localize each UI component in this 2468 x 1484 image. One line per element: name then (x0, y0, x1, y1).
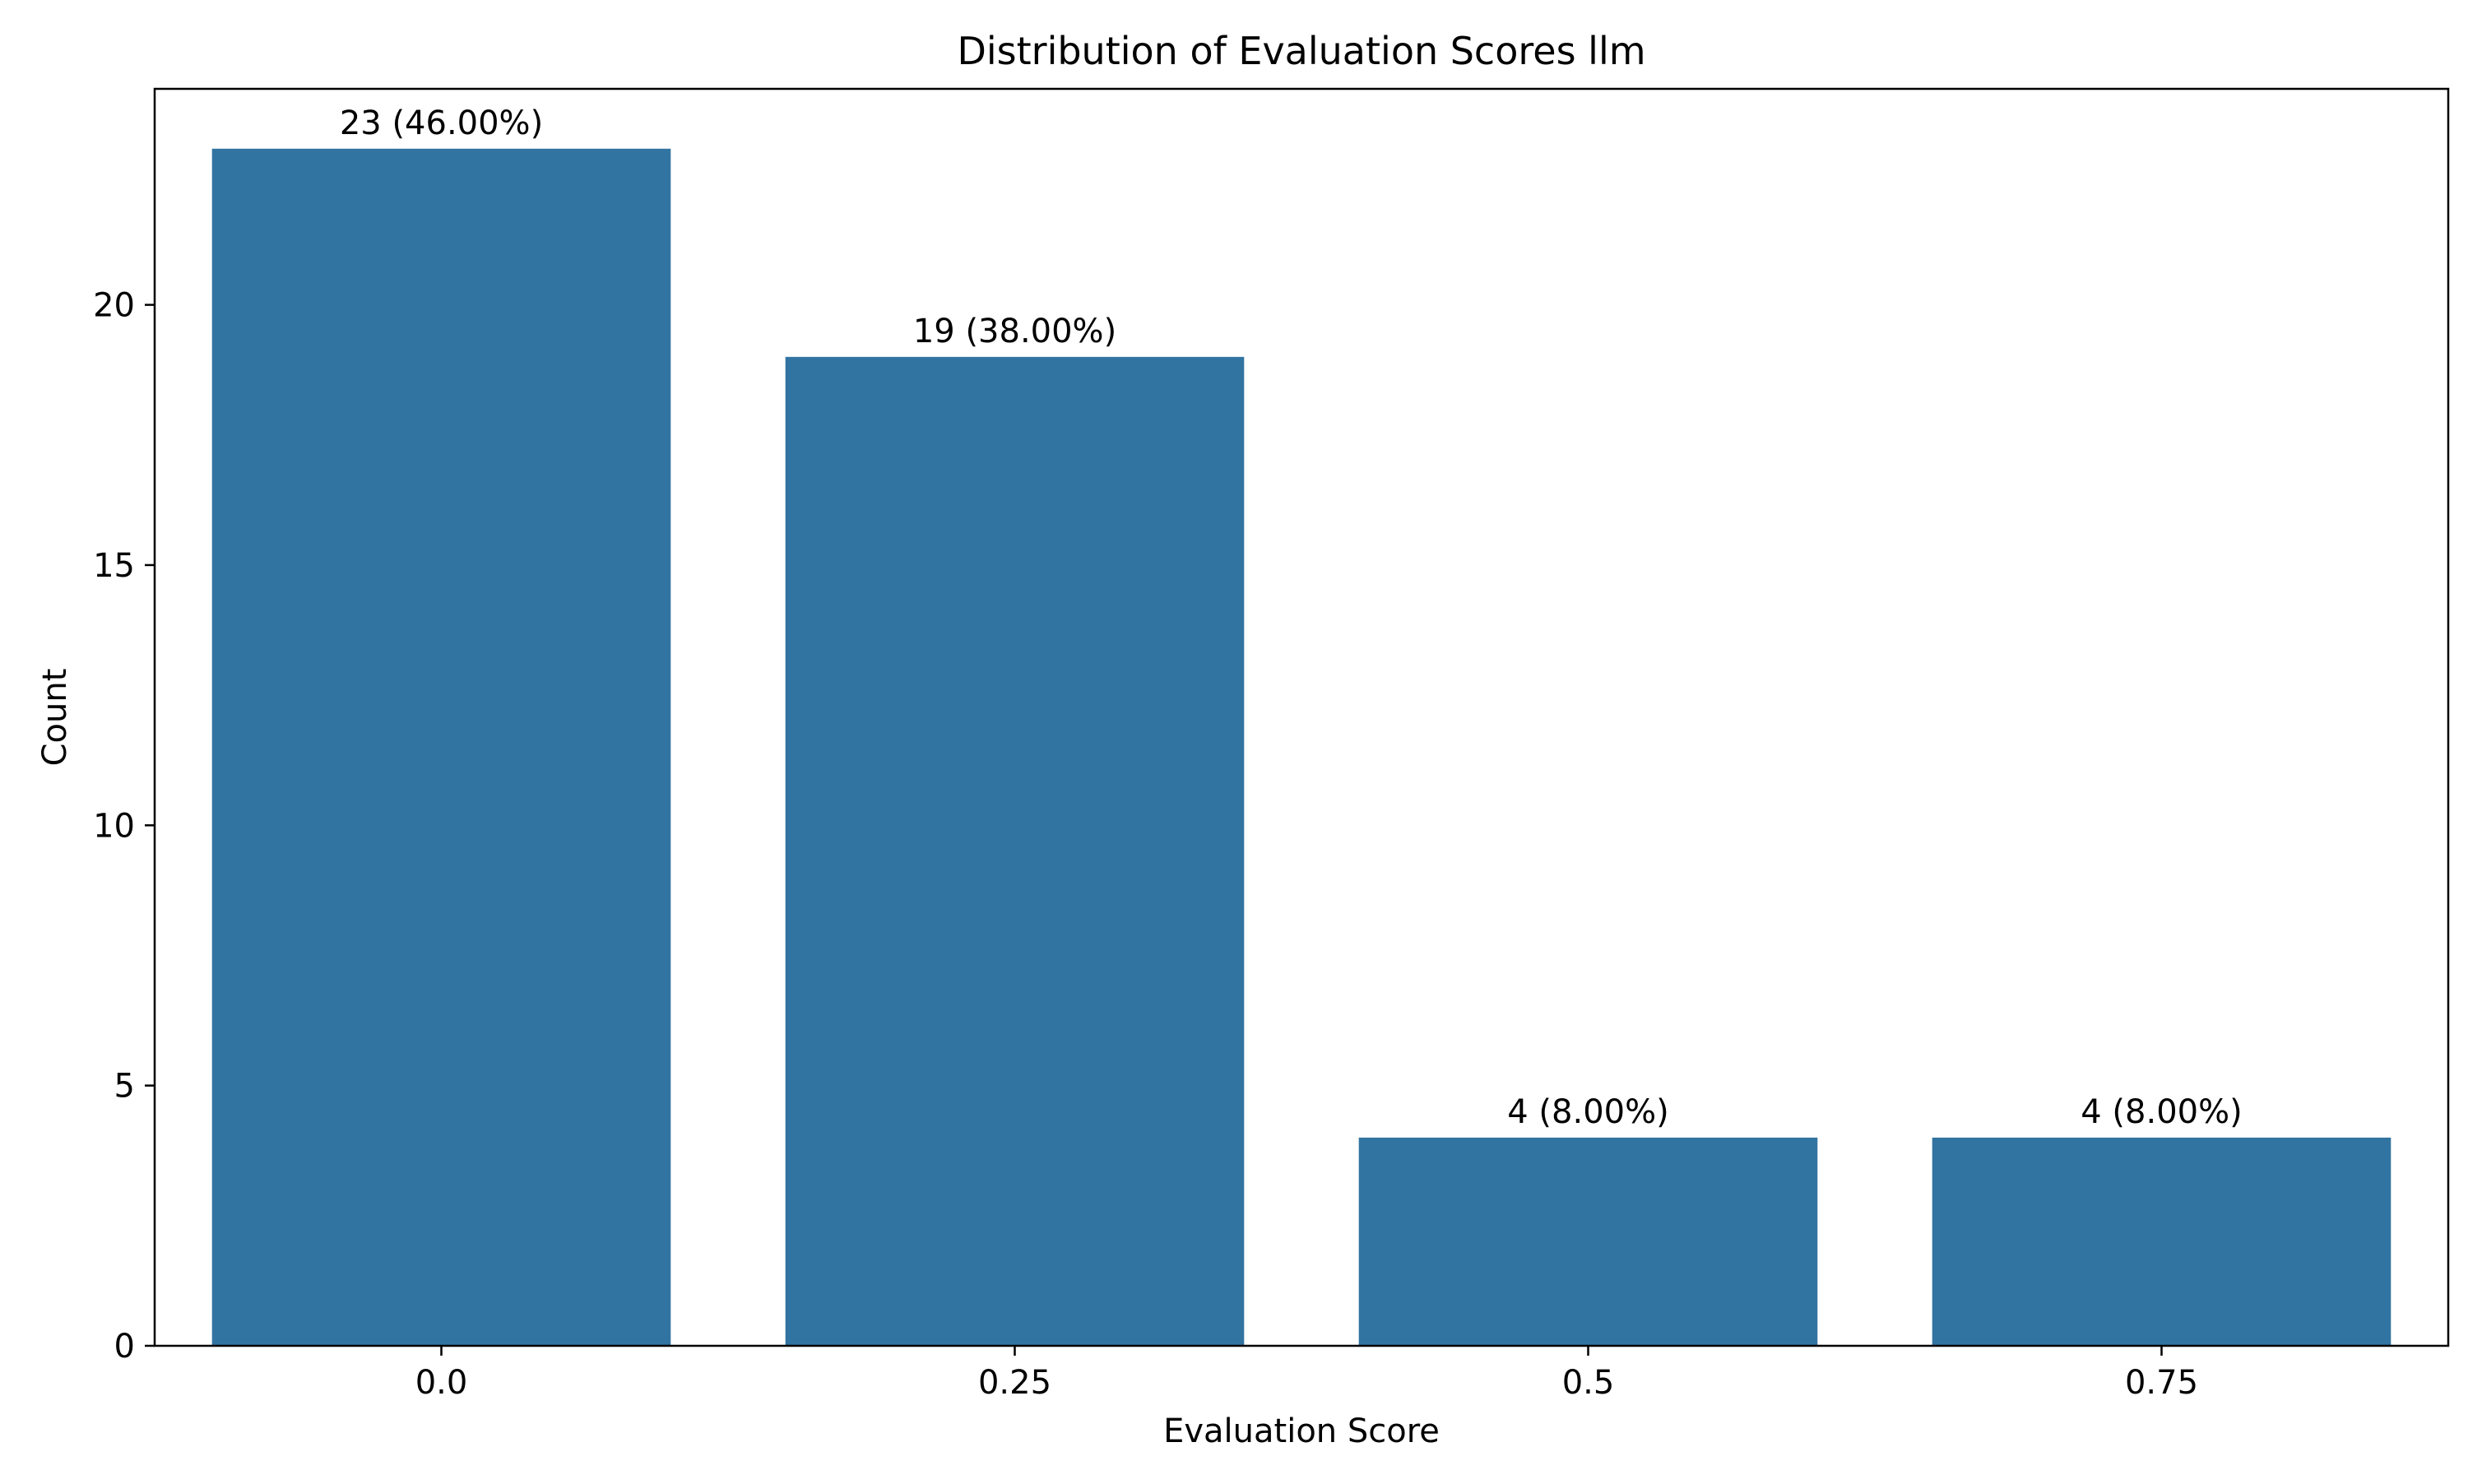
bar-0.5 (1358, 1137, 1818, 1346)
bar-0.0 (211, 148, 671, 1346)
y-tick-label: 5 (114, 1068, 135, 1106)
chart-title: Distribution of Evaluation Scores llm (957, 29, 1645, 73)
y-tick-label: 10 (93, 807, 135, 845)
bar-value-label: 19 (38.00%) (913, 313, 1116, 350)
y-tick-label: 20 (93, 287, 135, 325)
y-axis-label: Count (36, 669, 74, 767)
bar-0.25 (785, 356, 1245, 1346)
bar-labels-layer: 23 (46.00%) 19 (38.00%) 4 (8.00%) 4 (8.00%) (340, 104, 2243, 1131)
bar-value-label: 4 (8.00%) (1507, 1093, 1668, 1131)
bar-0.75 (1932, 1137, 2391, 1346)
x-axis-label: Evaluation Score (1163, 1412, 1440, 1450)
y-axis: 0 5 10 15 20 (93, 287, 155, 1366)
x-tick-label: 0.5 (1562, 1364, 1615, 1402)
x-axis: 0.0 0.25 0.5 0.75 (415, 1346, 2198, 1402)
y-tick-label: 15 (93, 547, 135, 585)
x-tick-label: 0.25 (978, 1364, 1051, 1402)
x-tick-label: 0.75 (2125, 1364, 2198, 1402)
plot-frame (153, 87, 2450, 1347)
y-tick-label: 0 (114, 1328, 135, 1366)
x-tick-label: 0.0 (415, 1364, 468, 1402)
bar-value-label: 4 (8.00%) (2081, 1093, 2242, 1131)
bars-layer (211, 148, 2391, 1346)
bar-value-label: 23 (46.00%) (340, 104, 543, 142)
